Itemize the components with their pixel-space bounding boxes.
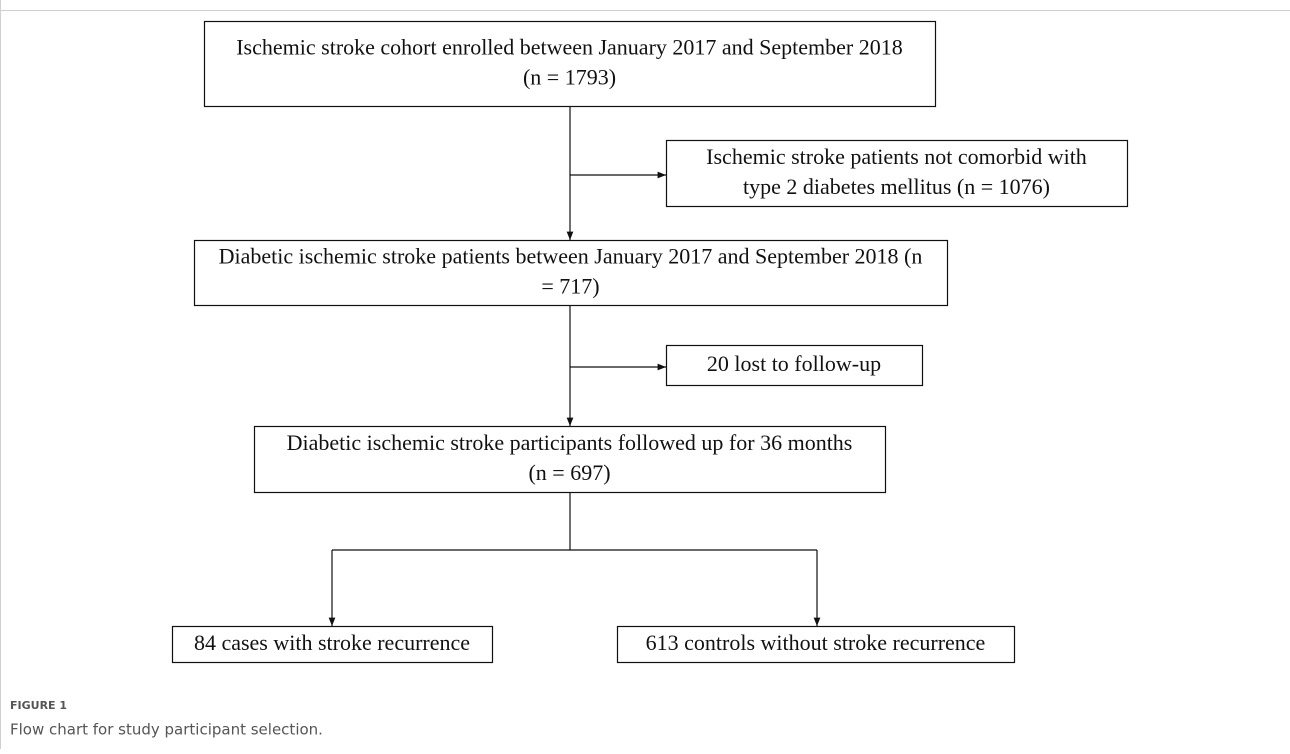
figure-caption: Flow chart for study participant selecti… [10,721,323,739]
flow-box [171,625,494,664]
flow-box [665,344,924,387]
flow-box [665,139,1129,208]
box-text: Ischemic stroke patients not comorbid wi… [706,144,1087,169]
flow-box [253,425,887,494]
flow-box [193,239,949,307]
box-text: 20 lost to follow-up [707,351,881,376]
box-text: (n = 697) [528,460,610,485]
connectors [328,106,821,626]
flow-box [616,625,1016,664]
box-text: (n = 1793) [523,65,616,90]
flow-box [203,20,937,108]
box-text: Ischemic stroke cohort enrolled between … [236,35,903,60]
box-text: type 2 diabetes mellitus (n = 1076) [743,174,1050,199]
box-text: = 717) [541,274,599,299]
box-text: 84 cases with stroke recurrence [194,630,470,655]
box-text: Diabetic ischemic stroke participants fo… [287,430,853,455]
box-text: 613 controls without stroke recurrence [646,630,986,655]
box-text: Diabetic ischemic stroke patients betwee… [219,244,923,269]
figure-label: FIGURE 1 [10,699,67,712]
